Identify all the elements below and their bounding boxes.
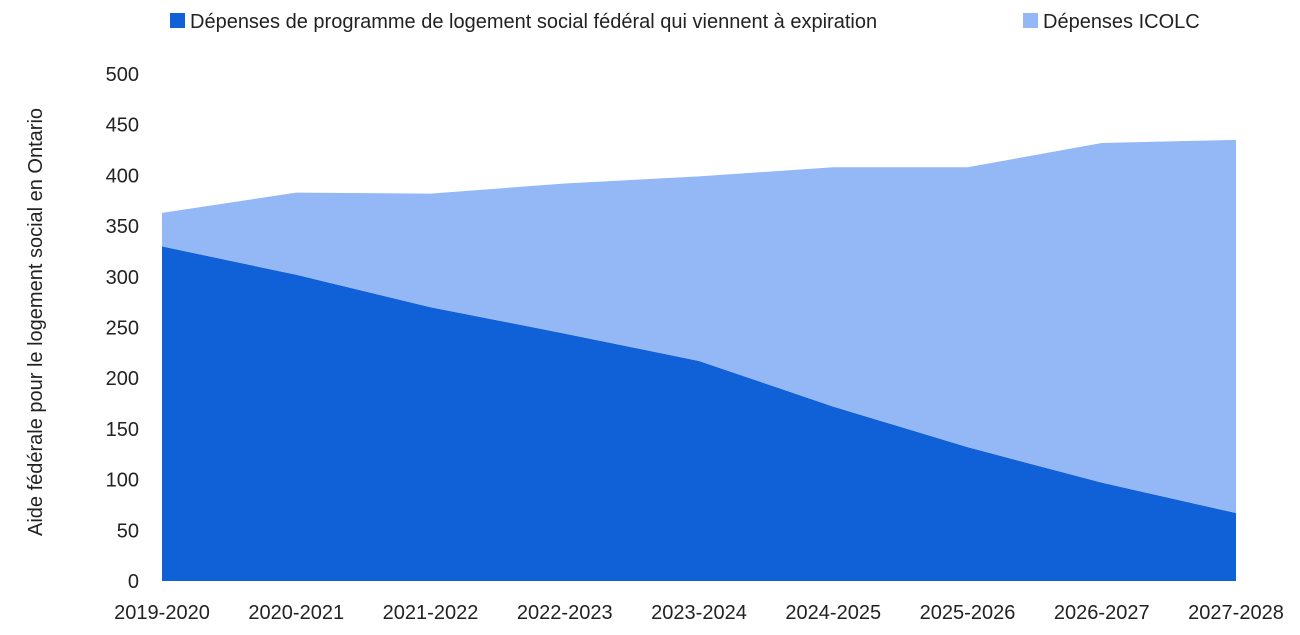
y-tick-label: 100 bbox=[106, 470, 139, 492]
x-tick-label: 2026-2027 bbox=[1054, 602, 1150, 624]
legend-swatch bbox=[170, 13, 185, 28]
y-tick-label: 200 bbox=[106, 368, 139, 390]
x-axis-ticks: 2019-2020 2020-2021 2021-2022 2022-2023 2023… bbox=[114, 602, 1284, 624]
area-series-1 bbox=[162, 246, 1236, 581]
y-tick-label: 300 bbox=[106, 267, 139, 289]
x-tick-label: 2023-2024 bbox=[651, 602, 747, 624]
x-tick-label: 2025-2026 bbox=[920, 602, 1016, 624]
area-series-2 bbox=[162, 139, 1236, 514]
y-tick-label: 250 bbox=[106, 318, 139, 340]
plot-areas bbox=[162, 139, 1236, 581]
x-tick-label: 2022-2023 bbox=[517, 602, 613, 624]
legend: Dépenses de programme de logement social… bbox=[170, 11, 1200, 33]
legend-swatch bbox=[1023, 13, 1038, 28]
y-tick-label: 50 bbox=[117, 520, 139, 542]
y-axis-ticks: 0 50 100 150 200 250 300 350 400 450 500 bbox=[106, 64, 139, 593]
x-tick-label: 2027-2028 bbox=[1188, 602, 1284, 624]
y-axis-title-group: Aide fédérale pour le logement social en… bbox=[25, 108, 47, 536]
y-tick-label: 400 bbox=[106, 165, 139, 187]
x-tick-label: 2024-2025 bbox=[785, 602, 881, 624]
x-tick-label: 2019-2020 bbox=[114, 602, 210, 624]
x-tick-label: 2020-2021 bbox=[248, 602, 344, 624]
y-tick-label: 500 bbox=[106, 64, 139, 86]
legend-label: Dépenses de programme de logement social… bbox=[190, 11, 877, 33]
y-tick-label: 0 bbox=[128, 571, 139, 593]
y-axis-title: Aide fédérale pour le logement social en… bbox=[25, 108, 47, 536]
y-tick-label: 150 bbox=[106, 419, 139, 441]
y-tick-label: 350 bbox=[106, 216, 139, 238]
y-tick-label: 450 bbox=[106, 115, 139, 137]
legend-label: Dépenses ICOLC bbox=[1043, 11, 1200, 33]
x-tick-label: 2021-2022 bbox=[383, 602, 479, 624]
